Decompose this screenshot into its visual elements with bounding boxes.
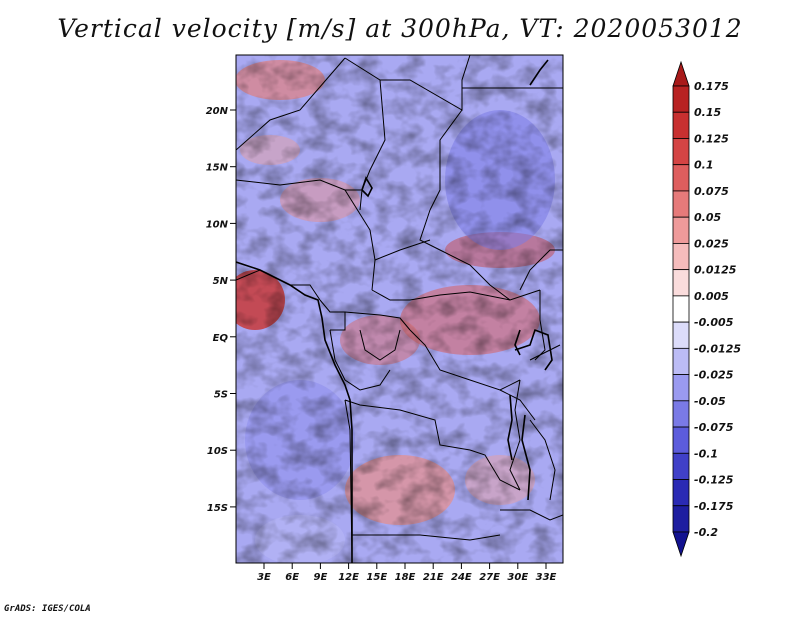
lon-label: 30E — [507, 572, 528, 583]
map-title: Vertical velocity [m/s] at 300hPa, VT: 2… — [57, 14, 743, 43]
colorbar-label: -0.1 — [694, 447, 718, 460]
colorbar-label: 0.075 — [694, 185, 729, 198]
lat-label: EQ — [213, 333, 229, 344]
colorbar-max-arrow — [672, 60, 690, 87]
lon-label: 24E — [451, 572, 472, 583]
lon-label: 3E — [257, 572, 271, 583]
velocity-field — [236, 55, 563, 563]
colorbar-label: 0.1 — [694, 159, 714, 172]
colorbar-label: 0.15 — [694, 106, 721, 119]
colorbar-box — [672, 295, 690, 323]
lon-label: 18E — [395, 572, 416, 583]
colorbar: 0.175 0.15 0.125 0.1 0.075 0.05 0.025 0.0125 0.0… — [672, 60, 741, 558]
colorbar-box — [672, 111, 690, 139]
colorbar-box — [672, 479, 690, 507]
colorbar-label: -0.2 — [694, 526, 718, 539]
colorbar-label: -0.125 — [694, 474, 734, 487]
colorbar-label: 0.175 — [694, 80, 729, 93]
lat-label: 10S — [207, 446, 228, 457]
colorbar-box — [672, 164, 690, 192]
colorbar-label: 0.025 — [694, 237, 729, 250]
colorbar-label: -0.05 — [694, 395, 726, 408]
colorbar-label: -0.005 — [694, 316, 734, 329]
plot-frame — [235, 54, 564, 564]
colorbar-box — [672, 269, 690, 297]
lon-label: 27E — [479, 572, 500, 583]
colorbar-box — [672, 243, 690, 271]
colorbar-box — [672, 190, 690, 218]
colorbar-label: 0.0125 — [694, 264, 737, 277]
lat-label: 15N — [206, 163, 229, 174]
latitude-axis: 20N 15N 10N 5N EQ 5S 10S 15S — [206, 106, 236, 514]
colorbar-box — [672, 374, 690, 402]
lon-label: 9E — [314, 572, 328, 583]
lat-label: 5N — [213, 276, 229, 287]
longitude-axis: 3E 6E 9E 12E 15E 18E 21E 24E 27E 30E 33E — [257, 563, 557, 583]
colorbar-box — [672, 426, 690, 454]
grads-credit: GrADS: IGES/COLA — [4, 604, 91, 614]
colorbar-label: -0.075 — [694, 421, 734, 434]
colorbar-label: 0.05 — [694, 211, 721, 224]
lat-label: 15S — [207, 503, 228, 514]
lon-label: 21E — [423, 572, 444, 583]
lon-label: 15E — [366, 572, 387, 583]
colorbar-box — [672, 85, 690, 113]
colorbar-box — [672, 505, 690, 533]
colorbar-label: -0.025 — [694, 369, 734, 382]
lon-label: 6E — [285, 572, 299, 583]
colorbar-box — [672, 216, 690, 244]
lat-label: 10N — [206, 219, 229, 230]
colorbar-box — [672, 400, 690, 428]
colorbar-box — [672, 321, 690, 349]
colorbar-label: -0.0125 — [694, 342, 741, 355]
colorbar-label: -0.175 — [694, 500, 734, 513]
colorbar-min-arrow — [672, 531, 690, 558]
country-borders — [236, 55, 563, 561]
coastlines — [236, 59, 553, 563]
lon-label: 33E — [536, 572, 557, 583]
colorbar-label: 0.005 — [694, 290, 729, 303]
colorbar-box — [672, 452, 690, 480]
colorbar-box — [672, 138, 690, 166]
colorbar-box — [672, 347, 690, 375]
lat-label: 5S — [214, 390, 228, 401]
lat-label: 20N — [206, 106, 229, 117]
colorbar-label: 0.125 — [694, 132, 729, 145]
lon-label: 12E — [338, 572, 359, 583]
